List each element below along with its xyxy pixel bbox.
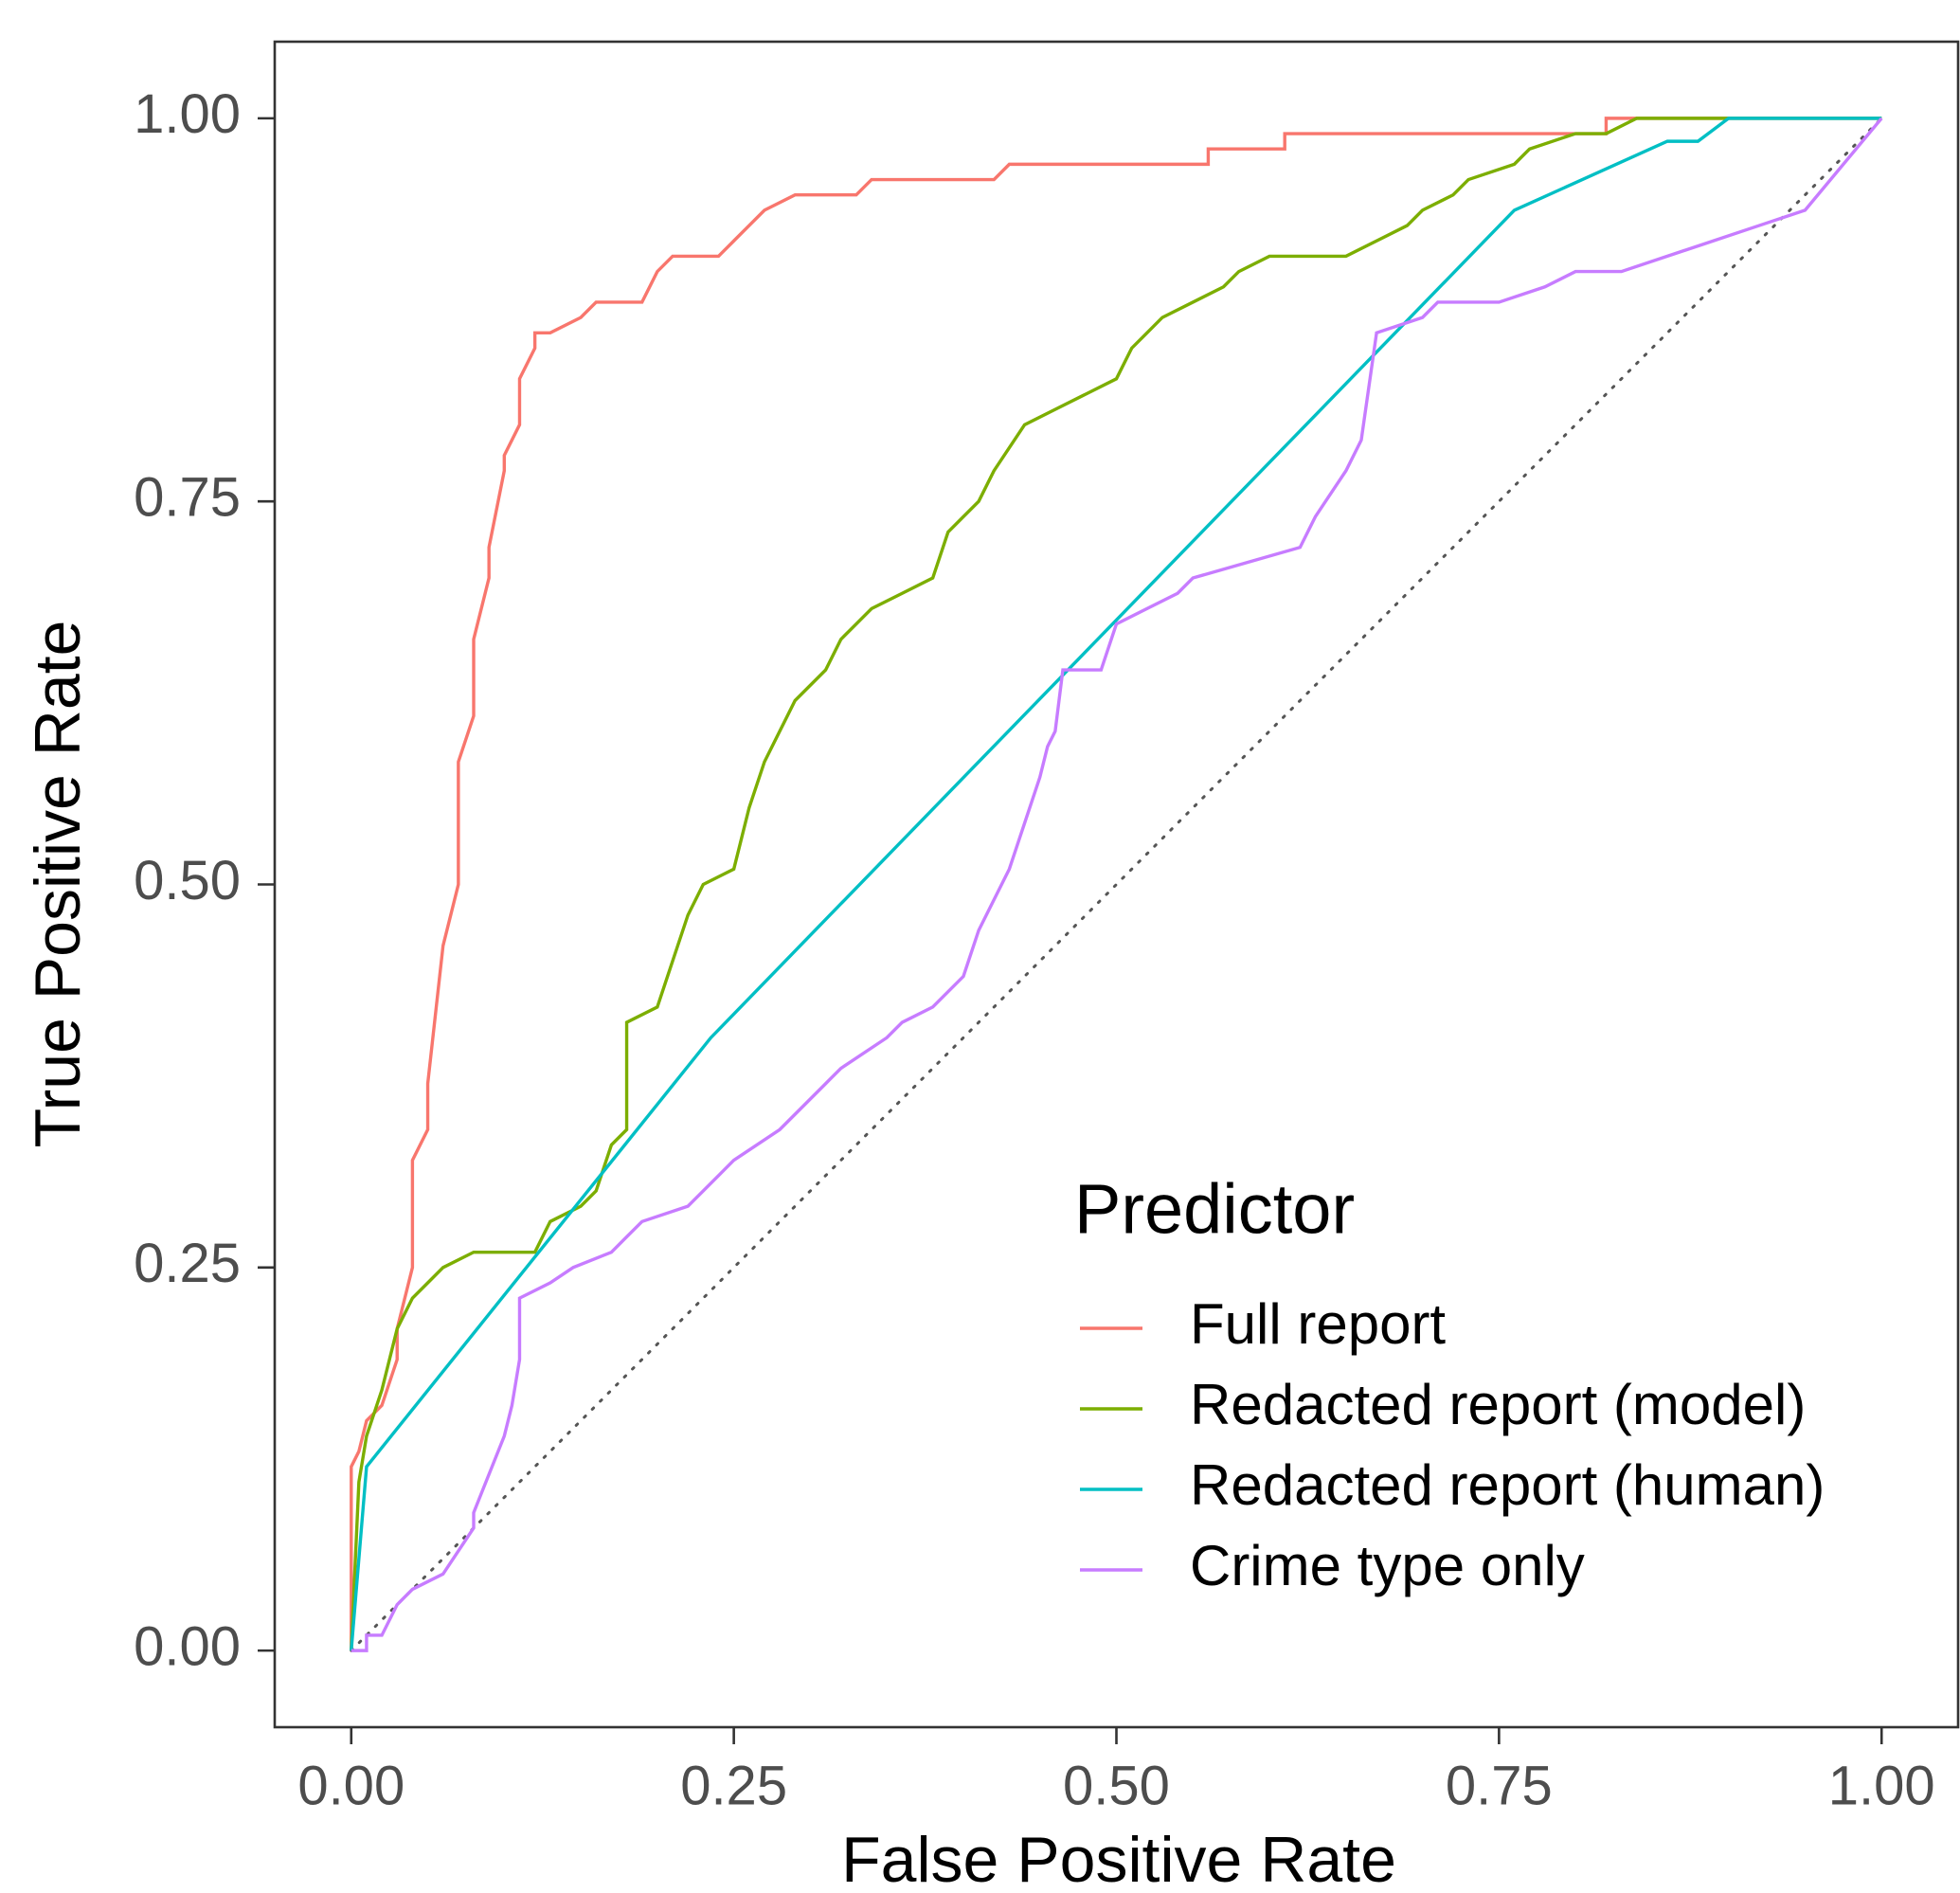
y-tick-label: 0.75 — [134, 467, 241, 529]
roc-line — [350, 117, 1882, 1651]
roc-line — [351, 117, 1883, 1652]
x-tick-label: 0.25 — [680, 1755, 787, 1816]
x-axis-title: False Positive Rate — [841, 1824, 1396, 1893]
legend-title: Predictor — [1074, 1170, 1355, 1249]
reference-diagonal — [350, 117, 1883, 1652]
legend-label: Crime type only — [1190, 1534, 1585, 1597]
y-axis-title: True Positive Rate — [22, 621, 94, 1148]
x-tick-label: 1.00 — [1828, 1755, 1935, 1816]
legend-label: Full report — [1190, 1292, 1446, 1356]
legend-label: Redacted report (human) — [1190, 1453, 1825, 1517]
x-tick-label: 0.75 — [1446, 1755, 1553, 1816]
y-tick-label: 0.50 — [134, 850, 241, 911]
roc-line — [350, 117, 1882, 1651]
y-tick-label: 1.00 — [134, 83, 241, 145]
x-tick-label: 0.00 — [297, 1755, 405, 1816]
roc-line — [350, 117, 1882, 1651]
y-tick-label: 0.00 — [134, 1615, 241, 1677]
y-tick-label: 0.25 — [134, 1233, 241, 1294]
legend-label: Redacted report (model) — [1190, 1373, 1806, 1436]
x-tick-label: 0.50 — [1063, 1755, 1170, 1816]
